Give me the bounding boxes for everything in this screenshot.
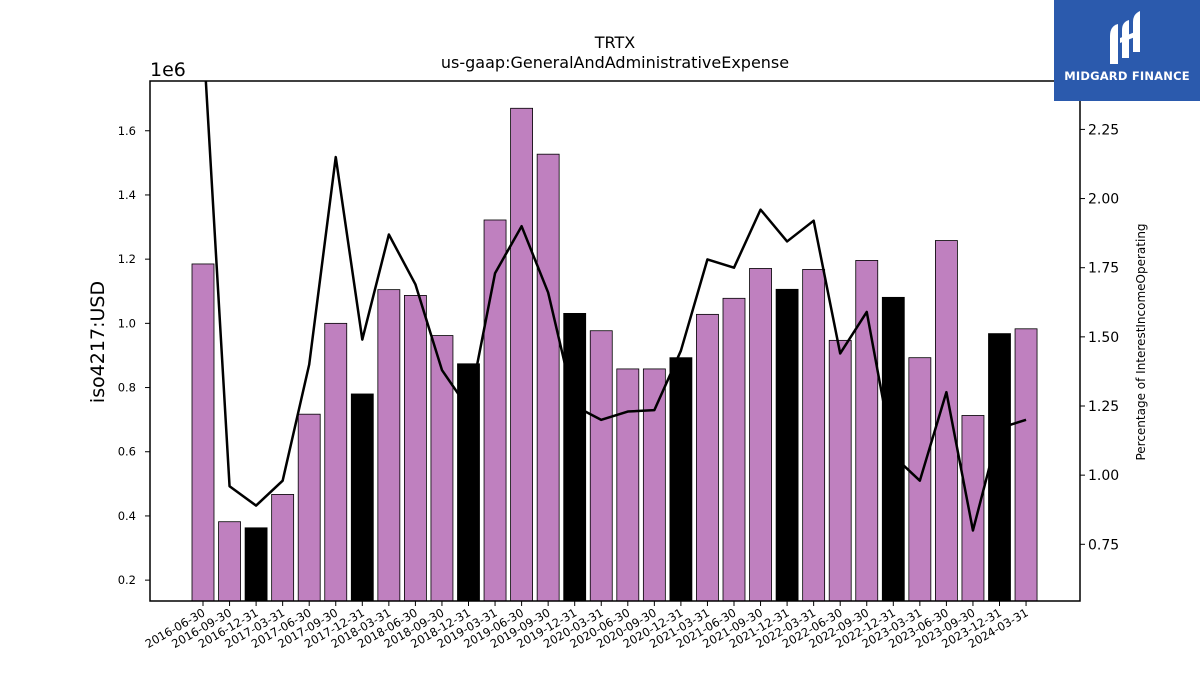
bar-2020-12-31: [669, 357, 693, 602]
bar-2024-03-31: [1014, 328, 1038, 602]
bar-2022-06-30: [828, 339, 852, 602]
chart-marks: 0.2 0.4 0.6 0.8 1.0 1.2 1.4 1.6 0.75 1.00 1.25 1.50…: [118, 80, 1119, 651]
bar-2016-06-30: [191, 263, 215, 602]
midgard-logo-icon: [1110, 11, 1140, 64]
bar-2021-09-30: [749, 268, 772, 602]
bar-2018-09-30: [430, 335, 454, 602]
bar-2017-12-31: [350, 393, 374, 602]
y-tick-label: 0.2: [118, 573, 136, 587]
bar-2018-06-30: [403, 295, 427, 602]
bar-2019-12-31: [563, 312, 587, 602]
bar-2019-09-30: [536, 153, 560, 602]
bar-2018-03-31: [377, 289, 401, 602]
y-tick-label: 0.8: [118, 381, 136, 395]
y-tick-label: 1.0: [118, 316, 136, 330]
bar-2020-03-31: [589, 330, 613, 602]
y-axis-label: iso4217:USD: [87, 281, 109, 403]
bar-2020-09-30: [642, 368, 666, 602]
bar-2023-09-30: [961, 415, 985, 602]
bar-2016-12-31: [244, 527, 268, 602]
bar-2017-03-31: [271, 494, 295, 602]
y2-tick-label: 2.00: [1088, 192, 1119, 208]
y2-tick-label: 0.75: [1088, 537, 1119, 553]
bar-2021-12-31: [775, 288, 799, 602]
y2-tick-label: 1.00: [1088, 468, 1119, 484]
bar-2023-12-31: [988, 333, 1011, 602]
bar-2017-06-30: [297, 413, 321, 602]
bar-2017-09-30: [324, 322, 348, 602]
bar-2021-06-30: [722, 297, 746, 602]
y2-tick-label: 2.25: [1088, 122, 1119, 138]
ratio-line: [204, 81, 1027, 532]
brand-name: MIDGARD FINANCE: [1064, 69, 1190, 83]
bar-2021-03-31: [696, 313, 719, 602]
plot-frame: [149, 80, 1081, 602]
y-tick-label: 0.6: [118, 445, 136, 459]
bar-2019-06-30: [510, 107, 534, 602]
y2-tick-label: 1.50: [1088, 330, 1119, 346]
y2-axis-label: Percentage of InterestIncomeOperating: [1134, 223, 1148, 460]
brand-badge: MIDGARD FINANCE: [1054, 0, 1200, 101]
y2-tick-label: 1.75: [1088, 261, 1119, 277]
bar-2016-09-30: [218, 521, 241, 602]
y-tick-label: 1.2: [118, 252, 136, 266]
chart-subtitle: us-gaap:GeneralAndAdministrativeExpense: [441, 53, 789, 72]
chart-title: TRTX: [594, 33, 636, 52]
y-tick-label: 1.6: [118, 124, 136, 138]
y-tick-label: 1.4: [118, 188, 136, 202]
bar-2022-03-31: [802, 269, 826, 602]
bar-2020-06-30: [616, 368, 640, 602]
y-tick-label: 0.4: [118, 509, 136, 523]
y-offset-label: 1e6: [150, 59, 186, 81]
y2-tick-label: 1.25: [1088, 399, 1119, 415]
